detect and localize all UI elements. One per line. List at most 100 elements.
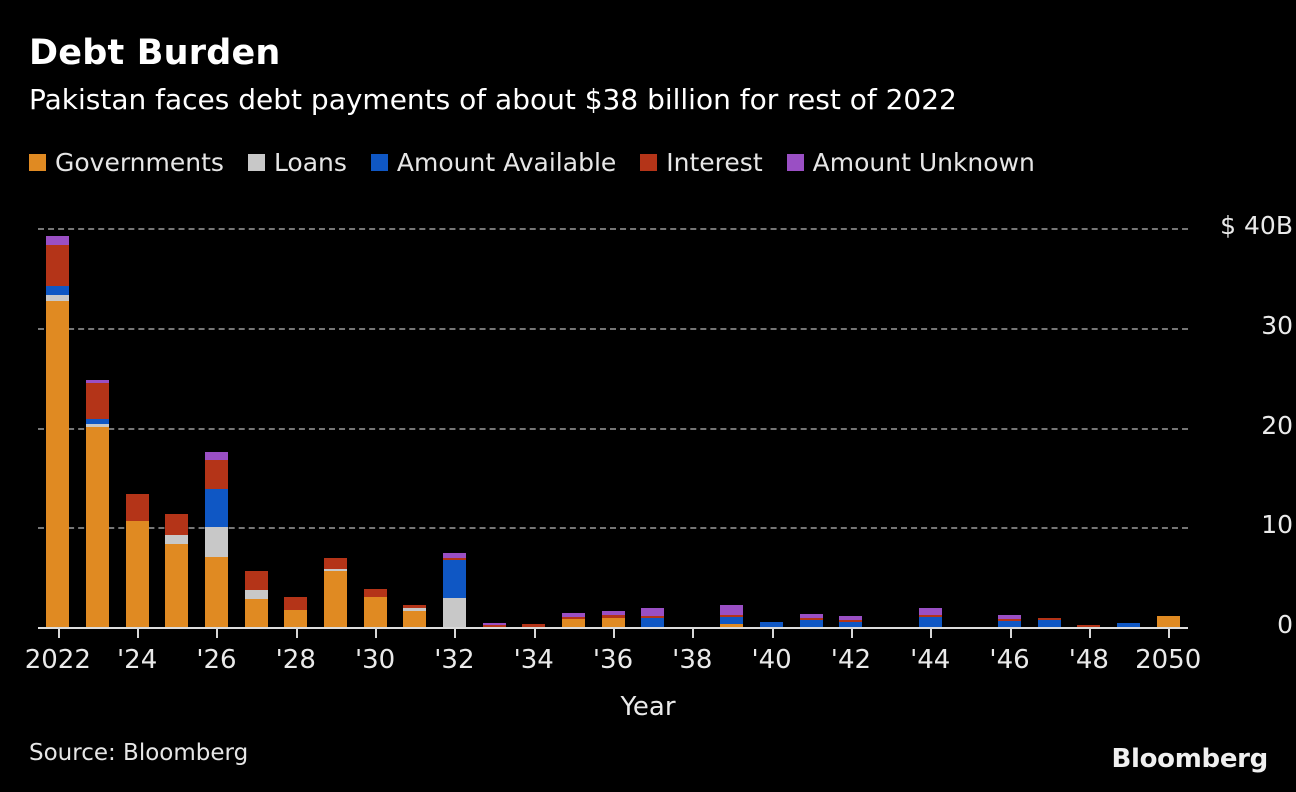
square-swatch-icon [29, 154, 46, 171]
legend-item[interactable]: Interest [640, 150, 763, 175]
bar-stack[interactable] [522, 624, 546, 627]
bar-segment [204, 527, 228, 558]
bar-stack[interactable] [363, 589, 387, 627]
bar-segment [204, 460, 228, 490]
legend-item[interactable]: Amount Unknown [786, 148, 1035, 177]
x-axis-tick-label: '28 [275, 645, 316, 675]
bar-stack[interactable] [482, 623, 506, 627]
bar-segment [839, 616, 863, 621]
bar-segment [918, 615, 942, 618]
page-subtitle: Pakistan faces debt payments of about $3… [29, 83, 957, 116]
bar-segment [46, 285, 70, 295]
x-axis-tick [295, 627, 298, 638]
y-axis-tick-label: 30 [1261, 310, 1293, 340]
bar-segment [85, 418, 109, 424]
bar-segment [482, 625, 506, 627]
y-axis-tick-label: $ 40B [1220, 211, 1293, 240]
legend-item[interactable]: Governments [29, 150, 224, 175]
bar-stack[interactable] [641, 608, 665, 627]
x-axis-labels: 2022 '24 '26 '28 '30 '32 '34 '36 '38 '40 '42 '44 '46… [0, 645, 1296, 685]
x-axis-tick-label: '30 [354, 645, 396, 675]
bar-segment [561, 619, 585, 627]
bar-stack[interactable] [85, 379, 109, 627]
y-axis-tick-label: 0 [1277, 610, 1293, 639]
bar-stack[interactable] [403, 605, 427, 627]
bar-segment [165, 514, 189, 536]
bar-stack[interactable] [323, 558, 347, 627]
bar-segment [85, 426, 109, 627]
bar-segment [601, 611, 625, 616]
bar-segment [601, 618, 625, 627]
bar-segment [561, 617, 585, 620]
bar-segment [204, 452, 228, 461]
chart-legend: Governments Loans Amount Available Interest… [29, 150, 1059, 175]
x-axis-tick-label: 2050 [1135, 645, 1202, 675]
x-axis-tick [57, 627, 60, 638]
bar-series-container [38, 228, 1188, 627]
bar-segment [85, 423, 109, 427]
bar-stack[interactable] [918, 608, 942, 627]
square-swatch-icon [640, 154, 658, 171]
legend-item[interactable]: Amount Available [370, 148, 617, 177]
bar-segment [46, 300, 70, 627]
bar-stack[interactable] [165, 514, 189, 627]
bar-segment [1037, 618, 1061, 621]
bar-stack[interactable] [799, 614, 823, 627]
bar-segment [799, 620, 823, 627]
bar-stack[interactable] [125, 494, 149, 627]
bar-segment [85, 382, 109, 419]
bar-stack[interactable] [601, 611, 625, 627]
bar-segment [244, 590, 268, 600]
x-axis-tick [216, 627, 219, 638]
legend-label: Loans [273, 148, 347, 177]
bar-segment [998, 615, 1022, 620]
bar-segment [85, 379, 109, 383]
bar-stack[interactable] [1037, 618, 1061, 627]
bar-segment [46, 294, 70, 301]
bar-segment [403, 611, 427, 627]
x-axis-tick [454, 627, 457, 638]
bar-segment [799, 614, 823, 619]
x-axis-tick-label: '36 [592, 645, 634, 675]
bar-stack[interactable] [720, 605, 744, 627]
bar-stack[interactable] [760, 622, 784, 627]
x-axis-ticks [38, 627, 1188, 639]
x-axis-tick-label: '48 [1068, 645, 1109, 675]
x-axis-tick-label: '24 [117, 645, 158, 675]
bar-segment [918, 617, 942, 627]
bar-stack[interactable] [442, 553, 466, 627]
bar-segment [641, 616, 665, 619]
bar-segment [204, 557, 228, 627]
bar-segment [720, 615, 744, 618]
bar-segment [998, 621, 1022, 627]
bar-segment [918, 608, 942, 616]
bar-stack[interactable] [284, 597, 308, 627]
x-axis-tick-label: 2022 [24, 645, 91, 675]
bar-segment [165, 544, 189, 627]
x-axis-tick [692, 627, 695, 638]
bar-segment [125, 521, 149, 627]
plot-area [38, 228, 1188, 629]
bar-segment [363, 597, 387, 627]
bar-stack[interactable] [998, 615, 1022, 627]
bar-stack[interactable] [839, 616, 863, 627]
bar-stack[interactable] [561, 613, 585, 627]
legend-item[interactable]: Loans [247, 148, 347, 177]
square-swatch-icon [247, 154, 265, 171]
x-axis-tick-label: '44 [910, 645, 951, 675]
bar-stack[interactable] [204, 452, 228, 627]
bar-segment [482, 623, 506, 625]
bar-stack[interactable] [46, 236, 70, 627]
bar-segment [284, 610, 308, 627]
bar-segment [323, 558, 347, 570]
legend-label: Amount Available [396, 148, 617, 177]
bar-stack[interactable] [1156, 616, 1180, 627]
bar-segment [839, 620, 863, 623]
legend-label: Amount Unknown [812, 148, 1035, 177]
bar-stack[interactable] [244, 571, 268, 627]
bar-stack[interactable] [1117, 623, 1141, 627]
bar-segment [760, 622, 784, 627]
bar-stack[interactable] [1077, 625, 1101, 627]
bar-segment [1156, 616, 1180, 627]
x-axis-tick [1009, 627, 1012, 638]
